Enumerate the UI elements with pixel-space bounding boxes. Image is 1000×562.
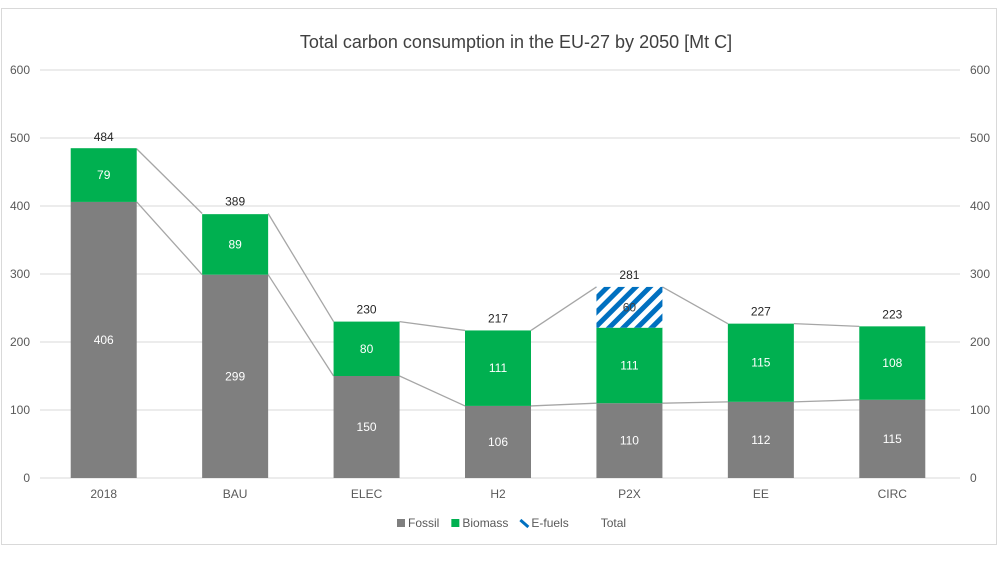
total-label: 281 — [619, 268, 639, 282]
bar-biomass — [727, 323, 794, 402]
legend-label: Total — [601, 516, 626, 530]
total-connector-line — [267, 213, 335, 322]
legend-label: E-fuels — [531, 516, 568, 530]
chart-frame — [1, 8, 997, 545]
y-tick-label-right: 200 — [970, 335, 990, 349]
total-label: 217 — [488, 311, 508, 325]
y-tick-label-right: 600 — [970, 63, 990, 77]
data-label: 406 — [94, 333, 114, 347]
total-connector-line — [399, 320, 466, 332]
fossil-connector-line — [267, 274, 335, 377]
data-label: 111 — [620, 358, 639, 372]
total-label: 484 — [94, 130, 114, 144]
bar-biomass — [859, 326, 926, 400]
bar-biomass — [596, 327, 663, 404]
y-tick-label-left: 0 — [23, 471, 30, 485]
y-tick-label-right: 300 — [970, 267, 990, 281]
bar-fossil — [596, 403, 663, 478]
fossil-connector-line — [136, 201, 203, 276]
fossil-connector-line — [530, 402, 597, 407]
total-label: 389 — [225, 194, 245, 208]
bar-fossil — [859, 399, 926, 478]
fossil-connector-line — [399, 375, 466, 407]
total-connector-line — [662, 286, 729, 325]
y-tick-label-left: 100 — [10, 403, 30, 417]
data-label: 112 — [751, 433, 770, 447]
bar-fossil — [465, 405, 531, 478]
total-label: 223 — [882, 307, 902, 321]
legend-swatch-fossil — [397, 519, 405, 527]
data-label: 60 — [623, 300, 637, 314]
x-tick-label: H2 — [490, 487, 506, 501]
y-tick-label-left: 600 — [10, 63, 30, 77]
bar-fossil — [727, 401, 794, 478]
data-label: 79 — [97, 168, 111, 182]
y-tick-label-left: 300 — [10, 267, 30, 281]
legend-swatch-efuels — [519, 518, 530, 529]
total-connector-line — [530, 286, 597, 331]
data-label: 106 — [488, 435, 508, 449]
total-connector-line — [793, 322, 860, 328]
data-label: 80 — [360, 342, 374, 356]
data-label: 111 — [489, 361, 508, 375]
bar-biomass — [70, 148, 137, 202]
data-label: 115 — [883, 432, 902, 446]
bar-biomass — [465, 330, 531, 406]
data-label: 115 — [751, 356, 770, 370]
x-tick-label: BAU — [223, 487, 248, 501]
y-tick-label-right: 100 — [970, 403, 990, 417]
x-tick-label: EE — [753, 487, 769, 501]
y-tick-label-left: 500 — [10, 131, 30, 145]
legend-label: Fossil — [408, 516, 439, 530]
total-label: 230 — [357, 303, 377, 317]
x-tick-label: 2018 — [90, 487, 117, 501]
x-tick-label: CIRC — [878, 487, 908, 501]
bar-biomass — [202, 214, 269, 275]
fossil-connector-line — [662, 401, 728, 404]
y-tick-label-left: 400 — [10, 199, 30, 213]
x-tick-label: P2X — [618, 487, 641, 501]
data-label: 299 — [225, 369, 245, 383]
bar-fossil — [202, 274, 269, 478]
data-label: 110 — [620, 434, 639, 448]
legend-swatch-biomass — [451, 519, 460, 527]
data-label: 108 — [882, 356, 902, 370]
bar-e-fuels — [596, 286, 663, 328]
legend-label: Biomass — [462, 516, 508, 530]
total-label: 227 — [751, 305, 771, 319]
bar-biomass — [333, 321, 400, 376]
chart-title: Total carbon consumption in the EU-27 by… — [300, 32, 732, 52]
bar-fossil — [333, 376, 400, 478]
y-tick-label-left: 200 — [10, 335, 30, 349]
data-label: 150 — [357, 420, 377, 434]
total-connector-line — [136, 148, 203, 214]
y-tick-label-right: 500 — [970, 131, 990, 145]
x-tick-label: ELEC — [351, 487, 383, 501]
y-tick-label-right: 0 — [970, 471, 977, 485]
data-label: 89 — [228, 237, 242, 251]
fossil-connector-line — [793, 399, 860, 403]
bar-fossil — [70, 201, 137, 479]
y-tick-label-right: 400 — [970, 199, 990, 213]
